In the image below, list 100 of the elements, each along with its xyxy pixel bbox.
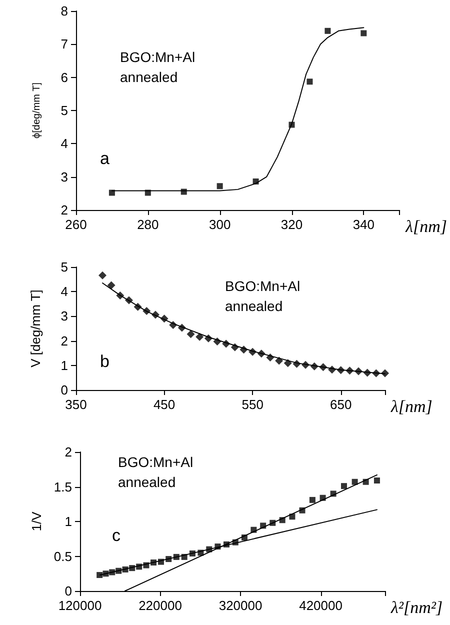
point <box>340 483 347 490</box>
point <box>108 190 115 196</box>
point <box>180 188 187 195</box>
point <box>129 565 136 572</box>
y-tick-label: 1.5 <box>54 479 72 494</box>
point <box>352 478 358 485</box>
point <box>98 271 106 280</box>
point <box>158 558 164 565</box>
y-tick-label: 2 <box>60 202 68 218</box>
point <box>109 569 116 576</box>
point <box>381 369 389 378</box>
point <box>354 367 363 376</box>
point <box>204 334 212 342</box>
point <box>257 350 266 358</box>
annotation: b <box>100 352 110 371</box>
y-tick-label: 0 <box>60 382 68 398</box>
point <box>252 178 259 184</box>
point <box>150 560 157 566</box>
x-tick-label: 550 <box>242 397 264 412</box>
point <box>302 360 310 369</box>
y-tick-label: 1 <box>64 514 72 529</box>
point <box>186 330 195 338</box>
point <box>124 296 133 304</box>
point <box>270 520 276 526</box>
point <box>222 340 230 348</box>
point <box>136 564 142 570</box>
point <box>320 494 326 501</box>
point <box>116 568 122 574</box>
point <box>288 122 295 128</box>
y-axis-title: 1/V <box>29 511 44 532</box>
point <box>160 314 168 323</box>
point <box>181 554 188 560</box>
point <box>213 338 222 346</box>
x-tick-label: 320 <box>280 217 303 232</box>
point <box>102 570 109 577</box>
point <box>374 477 380 484</box>
annotation: c <box>112 526 121 545</box>
y-tick-label: 6 <box>60 70 68 85</box>
point <box>240 346 248 354</box>
x-axis-title: λ[nm] <box>404 217 448 236</box>
point <box>309 496 316 503</box>
point <box>275 356 284 365</box>
point <box>223 541 230 548</box>
point <box>116 292 124 300</box>
point <box>324 28 331 34</box>
point <box>143 562 150 568</box>
annotation: BGO:Mn+Al <box>225 278 300 294</box>
x-tick-label: 220000 <box>138 598 182 613</box>
point <box>169 321 178 330</box>
point <box>306 78 313 85</box>
x-tick-label: 650 <box>330 397 352 412</box>
point <box>266 354 274 362</box>
x-tick-label: 120000 <box>58 598 102 613</box>
y-tick-label: 8 <box>60 4 68 18</box>
y-tick-label: 0 <box>64 584 72 598</box>
point <box>360 30 367 36</box>
x-tick-label: 320000 <box>218 598 262 613</box>
y-tick-label: 4 <box>60 284 68 300</box>
point <box>107 281 116 290</box>
x-axis-title: λ[nm] <box>390 397 432 416</box>
point <box>292 360 301 368</box>
y-tick-label: 0.5 <box>54 548 72 564</box>
y-tick-label: 2 <box>60 333 68 348</box>
point <box>178 324 186 332</box>
y-tick-label: 4 <box>60 136 68 152</box>
y-tick-label: 7 <box>60 36 68 52</box>
annotation: a <box>100 149 110 168</box>
point <box>142 307 151 316</box>
point <box>189 550 196 556</box>
x-tick-label: 350 <box>65 397 87 412</box>
point <box>250 526 257 533</box>
point <box>216 183 223 190</box>
annotation: annealed <box>225 298 283 314</box>
x-tick-label: 260 <box>65 217 87 232</box>
point <box>372 369 380 378</box>
point <box>248 348 257 356</box>
y-axis-title: V [deg/mm T] <box>28 290 43 368</box>
annotation: BGO:Mn+Al <box>118 454 194 470</box>
annotation: annealed <box>120 69 178 85</box>
annotation: BGO:Mn+Al <box>120 49 196 65</box>
point <box>328 366 336 374</box>
y-tick-label: 3 <box>60 308 68 324</box>
point <box>279 517 286 524</box>
point <box>198 550 204 556</box>
point <box>260 522 266 529</box>
x-axis-title: λ²[nm²] <box>390 598 443 617</box>
x-tick-label: 420000 <box>299 598 342 613</box>
point <box>122 566 128 572</box>
y-axis-title: ϕ[deg/mm T] <box>32 82 42 138</box>
point <box>166 556 172 562</box>
point <box>330 490 336 497</box>
point <box>134 302 142 311</box>
y-tick-label: 2 <box>64 444 72 460</box>
point <box>144 190 151 196</box>
y-tick-label: 5 <box>60 260 68 274</box>
y-tick-label: 5 <box>60 103 68 118</box>
point <box>214 544 221 550</box>
point <box>362 478 369 485</box>
x-tick-label: 300 <box>208 217 231 232</box>
point <box>336 366 345 374</box>
